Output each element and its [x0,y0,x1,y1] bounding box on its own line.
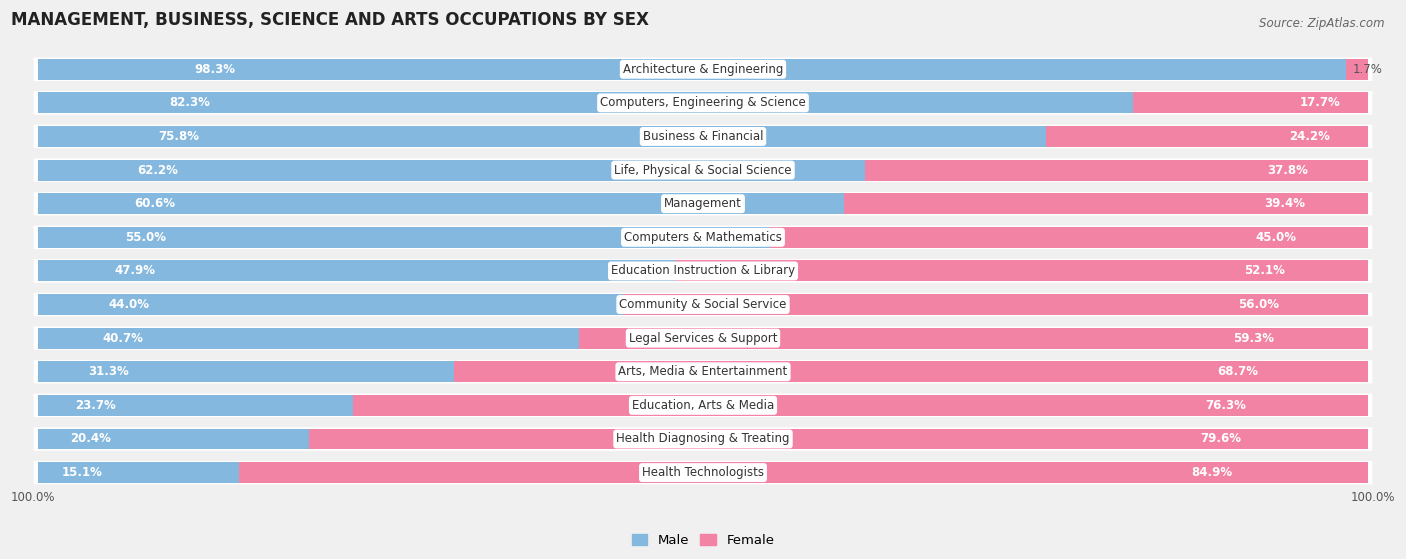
Bar [353,395,1368,416]
FancyBboxPatch shape [34,259,1372,283]
Text: 76.3%: 76.3% [1205,399,1247,412]
Text: 47.9%: 47.9% [114,264,155,277]
Bar [38,126,1046,147]
Bar [38,395,353,416]
Legend: Male, Female: Male, Female [626,528,780,552]
Text: 39.4%: 39.4% [1264,197,1305,210]
Bar [38,260,675,281]
Text: 52.1%: 52.1% [1244,264,1285,277]
FancyBboxPatch shape [34,394,1372,417]
FancyBboxPatch shape [34,225,1372,249]
Text: 100.0%: 100.0% [11,491,56,504]
Text: Computers, Engineering & Science: Computers, Engineering & Science [600,96,806,110]
Text: 84.9%: 84.9% [1192,466,1233,479]
Text: 44.0%: 44.0% [108,298,149,311]
Bar [38,227,769,248]
Bar [454,361,1368,382]
Bar [38,160,865,181]
Bar [239,462,1368,483]
Text: Arts, Media & Entertainment: Arts, Media & Entertainment [619,365,787,378]
Text: 45.0%: 45.0% [1256,231,1296,244]
Text: Education Instruction & Library: Education Instruction & Library [612,264,794,277]
Text: 40.7%: 40.7% [103,331,143,345]
FancyBboxPatch shape [34,360,1372,383]
Text: Legal Services & Support: Legal Services & Support [628,331,778,345]
Bar [1346,59,1368,80]
Text: 56.0%: 56.0% [1237,298,1279,311]
Text: Health Diagnosing & Treating: Health Diagnosing & Treating [616,433,790,446]
FancyBboxPatch shape [34,158,1372,182]
Text: 20.4%: 20.4% [70,433,111,446]
Bar [38,361,454,382]
Text: 62.2%: 62.2% [136,164,179,177]
FancyBboxPatch shape [34,91,1372,115]
Text: Source: ZipAtlas.com: Source: ZipAtlas.com [1260,17,1385,30]
Text: Architecture & Engineering: Architecture & Engineering [623,63,783,76]
Text: 79.6%: 79.6% [1201,433,1241,446]
Text: 31.3%: 31.3% [87,365,128,378]
Text: Education, Arts & Media: Education, Arts & Media [631,399,775,412]
FancyBboxPatch shape [34,125,1372,148]
Text: 68.7%: 68.7% [1218,365,1258,378]
Bar [309,429,1368,449]
Text: Management: Management [664,197,742,210]
Text: Health Technologists: Health Technologists [643,466,763,479]
Bar [579,328,1368,349]
Text: 75.8%: 75.8% [159,130,200,143]
Text: Business & Financial: Business & Financial [643,130,763,143]
Text: 60.6%: 60.6% [135,197,176,210]
Bar [1133,92,1368,113]
Text: 24.2%: 24.2% [1289,130,1330,143]
Text: Life, Physical & Social Science: Life, Physical & Social Science [614,164,792,177]
Bar [675,260,1368,281]
Bar [38,92,1133,113]
Bar [1046,126,1368,147]
Bar [844,193,1368,214]
FancyBboxPatch shape [34,58,1372,81]
Bar [38,328,579,349]
FancyBboxPatch shape [34,326,1372,350]
Text: Computers & Mathematics: Computers & Mathematics [624,231,782,244]
FancyBboxPatch shape [34,293,1372,316]
Text: 37.8%: 37.8% [1267,164,1308,177]
Bar [38,462,239,483]
Bar [38,294,623,315]
Text: MANAGEMENT, BUSINESS, SCIENCE AND ARTS OCCUPATIONS BY SEX: MANAGEMENT, BUSINESS, SCIENCE AND ARTS O… [11,11,650,29]
FancyBboxPatch shape [34,461,1372,484]
Bar [769,227,1368,248]
Text: 82.3%: 82.3% [169,96,209,110]
Text: 98.3%: 98.3% [194,63,236,76]
Text: 15.1%: 15.1% [62,466,103,479]
Bar [38,193,844,214]
Text: 59.3%: 59.3% [1233,331,1274,345]
Bar [865,160,1368,181]
FancyBboxPatch shape [34,427,1372,451]
Text: Community & Social Service: Community & Social Service [619,298,787,311]
Text: 17.7%: 17.7% [1299,96,1340,110]
Bar [38,429,309,449]
Bar [623,294,1368,315]
Text: 55.0%: 55.0% [125,231,166,244]
Text: 1.7%: 1.7% [1353,63,1382,76]
Text: 23.7%: 23.7% [76,399,117,412]
Text: 100.0%: 100.0% [1350,491,1395,504]
FancyBboxPatch shape [34,192,1372,215]
Bar [38,59,1346,80]
